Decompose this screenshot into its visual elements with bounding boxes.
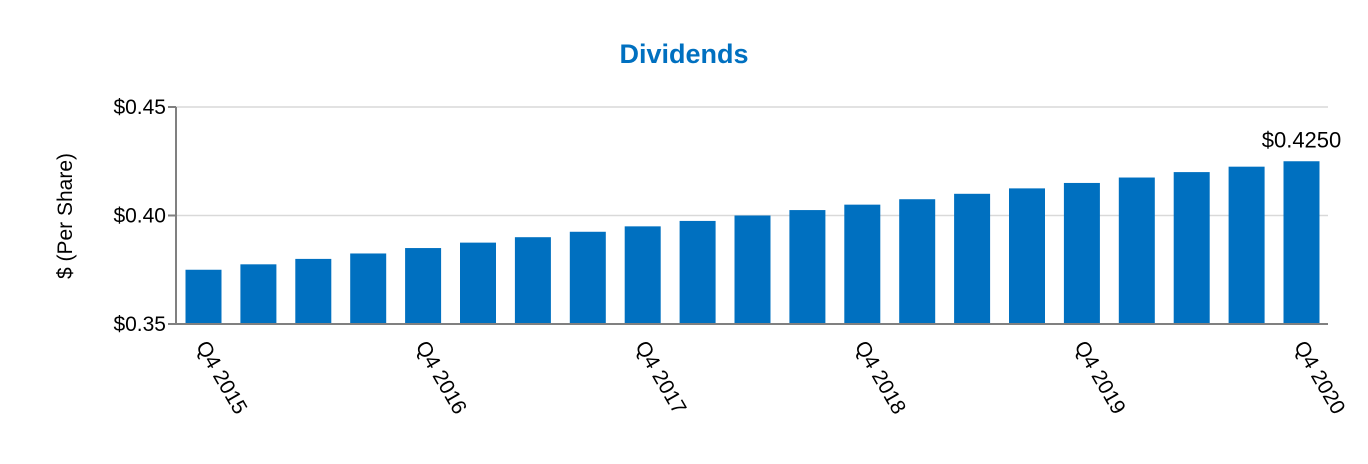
bar (899, 199, 936, 324)
bar (1118, 177, 1155, 324)
bar (1063, 182, 1100, 324)
bars (185, 161, 1320, 324)
bar (295, 258, 332, 324)
bar (1009, 188, 1045, 324)
bar (240, 264, 277, 324)
bar (569, 231, 606, 324)
x-tick-label: Q4 2015 (191, 337, 251, 418)
x-tick-label: Q4 2017 (630, 337, 690, 418)
y-tick-label: $0.35 (113, 313, 166, 336)
y-tick-label: $0.45 (113, 96, 166, 119)
bar (844, 204, 881, 324)
bar (1173, 172, 1210, 324)
bar (185, 269, 222, 324)
x-tick-label: Q4 2018 (850, 337, 910, 418)
x-tick-label: Q4 2020 (1289, 337, 1349, 418)
bar (679, 220, 716, 324)
bar (1283, 161, 1320, 324)
bar (350, 253, 387, 324)
x-tick-label: Q4 2016 (411, 337, 471, 418)
x-tick-label: Q4 2019 (1070, 337, 1130, 418)
bar (405, 248, 442, 324)
bar (624, 226, 661, 324)
bar (954, 193, 991, 324)
chart-title: Dividends (619, 39, 748, 69)
x-tick-labels: Q4 2015 Q4 2016 Q4 2017 Q4 2018 Q4 2019 Q4 20… (191, 337, 1349, 418)
bar (1228, 166, 1265, 324)
y-axis-label: $ (Per Share) (54, 153, 77, 279)
bar (460, 242, 496, 324)
y-tick-label: $0.40 (113, 205, 166, 228)
bar (734, 215, 771, 324)
bar (514, 237, 551, 324)
y-tick-labels: $0.35 $0.40 $0.45 (113, 96, 166, 336)
bar (789, 210, 826, 324)
data-label: $0.4250 (1262, 127, 1342, 152)
data-labels: $0.4250 (1262, 127, 1342, 152)
